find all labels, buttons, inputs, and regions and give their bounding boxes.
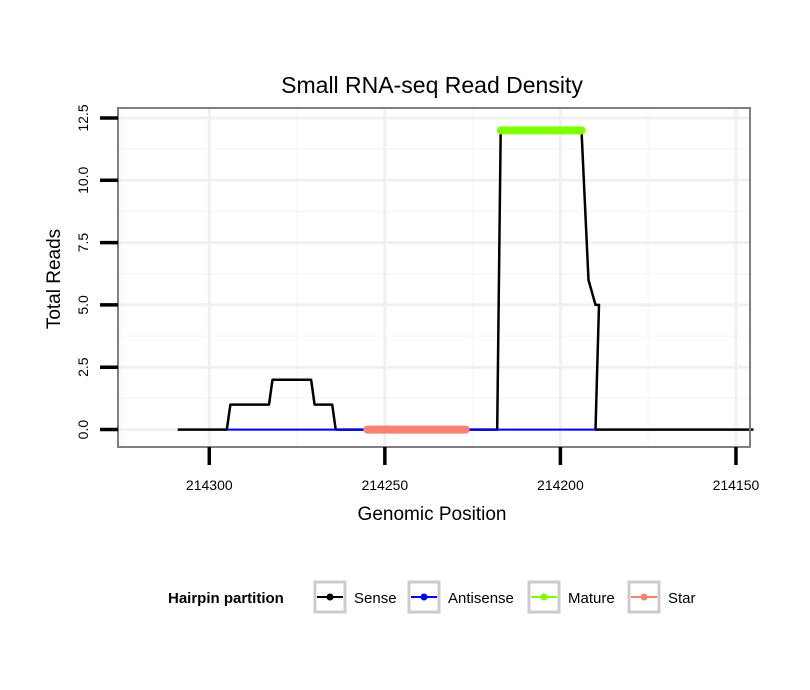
- legend-key-point: [640, 593, 648, 601]
- axis-ticks: 214300 214250 214200 214150 0.0 2.5 5.0 7.5 10.0…: [75, 104, 760, 493]
- legend-item-star: Star: [627, 580, 696, 614]
- x-tick-label: 214200: [537, 477, 584, 493]
- x-axis-title: Genomic Position: [358, 504, 507, 525]
- x-tick-label: 214300: [186, 477, 233, 493]
- legend-label: Antisense: [448, 590, 514, 607]
- legend-item-mature: Mature: [527, 580, 615, 614]
- legend-title: Hairpin partition: [168, 590, 284, 607]
- legend-label: Mature: [568, 590, 615, 607]
- y-tick-label: 10.0: [75, 166, 91, 193]
- x-tick-label: 214250: [361, 477, 408, 493]
- legend-key-point: [326, 593, 334, 601]
- y-tick-label: 7.5: [75, 233, 91, 253]
- chart-title: Small RNA-seq Read Density: [281, 72, 583, 98]
- legend-item-antisense: Antisense: [407, 580, 514, 614]
- y-tick-label: 0.0: [75, 420, 91, 440]
- legend-label: Star: [668, 590, 696, 607]
- y-tick-label: 12.5: [75, 104, 91, 131]
- plot-panel: [118, 108, 750, 447]
- panel-background: [118, 108, 750, 447]
- legend: Hairpin partition Sense Antisense Mature St…: [168, 580, 696, 614]
- y-tick-label: 5.0: [75, 295, 91, 315]
- y-tick-label: 2.5: [75, 357, 91, 377]
- legend-label: Sense: [354, 590, 397, 607]
- plot-panel-border: [117, 107, 751, 448]
- x-tick-label: 214150: [713, 477, 760, 493]
- legend-key-point: [420, 593, 428, 601]
- y-axis-title: Total Reads: [44, 229, 65, 329]
- legend-key-point: [540, 593, 548, 601]
- legend-item-sense: Sense: [313, 580, 397, 614]
- series-layer: [177, 126, 754, 434]
